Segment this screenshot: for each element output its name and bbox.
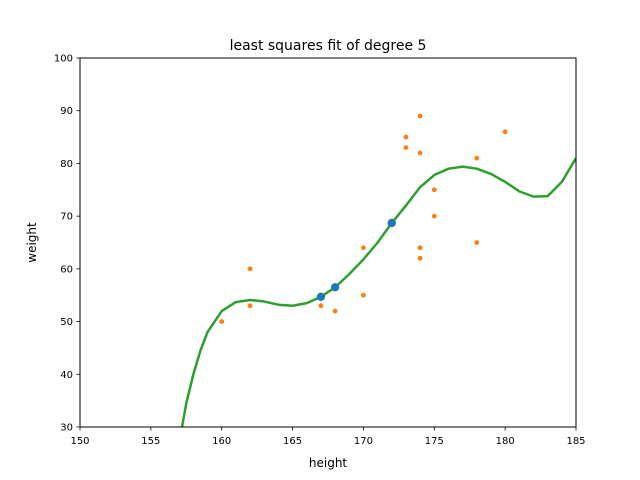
fit-curve-line <box>180 157 576 427</box>
data-point-marker <box>417 245 423 251</box>
x-axis-label: height <box>309 456 348 470</box>
fit-point-marker <box>387 218 396 228</box>
y-tick-label: 60 <box>60 264 73 275</box>
data-point-marker <box>417 255 423 261</box>
y-axis-label: weight <box>25 222 39 263</box>
data-point-marker <box>474 155 480 161</box>
data-point-marker <box>361 292 366 298</box>
data-point-marker <box>502 129 508 135</box>
plot-area <box>80 58 576 427</box>
data-point-marker <box>247 303 253 309</box>
y-tick-label: 70 <box>60 212 73 223</box>
axes: 150 155 160 165 170 175 180 185 30 40 50 60 70 80 90 10… <box>54 54 586 448</box>
data-point-marker <box>332 308 338 314</box>
chart-marks <box>180 113 576 427</box>
y-tick-label: 30 <box>60 423 73 434</box>
x-tick-label: 170 <box>354 436 373 447</box>
plot-frame <box>79 57 577 428</box>
data-point-marker <box>403 145 409 151</box>
x-tick-label: 165 <box>283 436 302 447</box>
y-tick-label: 90 <box>60 106 73 117</box>
x-tick-label: 175 <box>425 436 444 447</box>
x-tick-label: 160 <box>212 436 231 447</box>
fit-point-marker <box>316 292 326 301</box>
y-tick-label: 80 <box>60 159 73 170</box>
x-tick-label: 155 <box>141 436 160 447</box>
x-tick-label: 180 <box>496 436 515 447</box>
data-point-marker <box>361 245 366 251</box>
data-point-marker <box>431 213 437 219</box>
chart-title: least squares fit of degree 5 <box>230 38 427 54</box>
data-point-marker <box>403 134 409 140</box>
data-point-marker <box>247 266 253 272</box>
data-point-marker <box>431 187 437 193</box>
data-point-marker <box>318 303 324 309</box>
y-tick-label: 100 <box>54 54 73 65</box>
data-point-marker <box>474 240 480 245</box>
y-tick-label: 40 <box>60 370 73 381</box>
data-point-marker <box>417 113 423 119</box>
y-tick-label: 50 <box>60 317 73 328</box>
data-point-marker <box>417 150 423 156</box>
x-tick-label: 185 <box>566 436 585 447</box>
data-point-marker <box>219 319 225 324</box>
x-tick-label: 150 <box>70 436 89 447</box>
fit-point-marker <box>330 283 340 292</box>
